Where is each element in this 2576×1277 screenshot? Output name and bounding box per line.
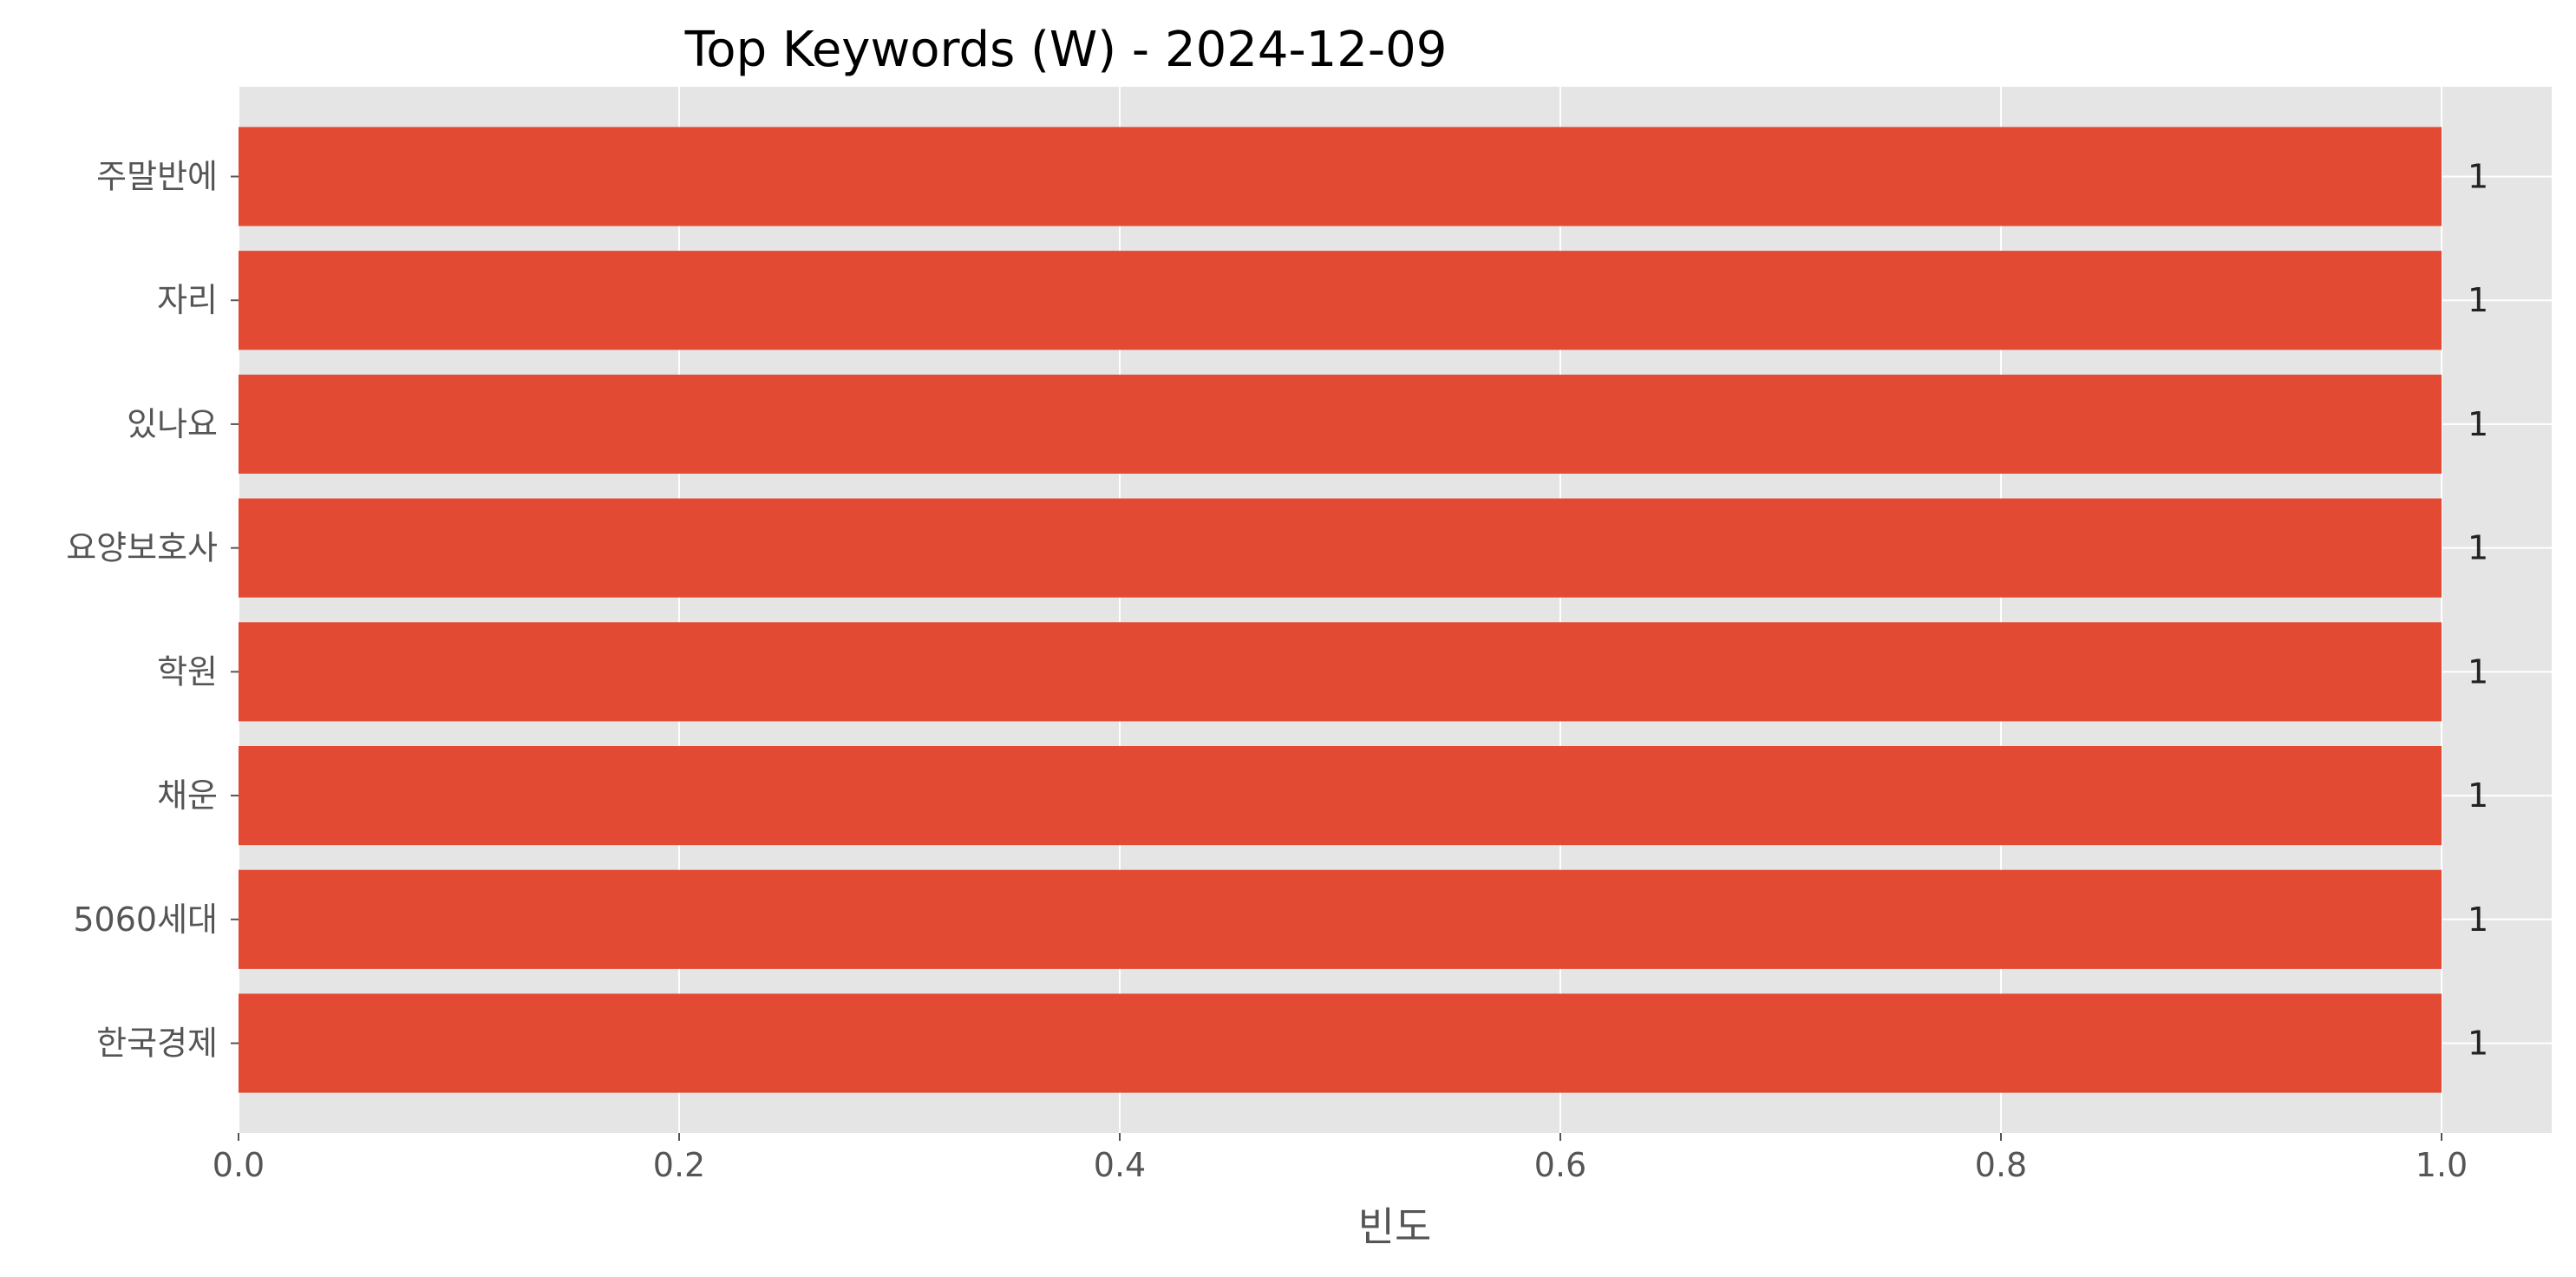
x-tick-label: 1.0 — [2416, 1146, 2468, 1184]
bar — [239, 374, 2442, 475]
x-axis-ticks: 0.0 0.2 0.4 0.6 0.8 1.0 — [212, 1133, 2468, 1184]
bar — [239, 498, 2442, 598]
data-label: 1 — [2468, 405, 2488, 443]
data-labels: 1 1 1 1 1 1 1 1 — [2468, 157, 2488, 1062]
bar — [239, 993, 2442, 1093]
y-tick-label: 자리 — [157, 281, 218, 319]
data-label: 1 — [2468, 529, 2488, 567]
x-tick-label: 0.4 — [1094, 1146, 1146, 1184]
chart-title: Top Keywords (W) - 2024-12-09 — [684, 22, 1448, 78]
y-tick-label: 학원 — [157, 652, 218, 691]
plot-area — [239, 87, 2552, 1133]
x-tick-label: 0.2 — [653, 1146, 705, 1184]
data-label: 1 — [2468, 652, 2488, 691]
y-tick-label: 한국경제 — [96, 1025, 218, 1063]
y-tick-label: 5060세대 — [73, 900, 218, 939]
bar — [239, 622, 2442, 722]
x-axis-label: 빈도 — [1358, 1203, 1432, 1250]
data-label: 1 — [2468, 776, 2488, 815]
bar — [239, 251, 2442, 350]
bar — [239, 127, 2442, 226]
data-label: 1 — [2468, 281, 2488, 319]
x-tick-label: 0.6 — [1534, 1146, 1586, 1184]
y-tick-label: 채운 — [157, 776, 218, 815]
bar — [239, 745, 2442, 846]
data-label: 1 — [2468, 1025, 2488, 1063]
bar — [239, 869, 2442, 969]
x-tick-label: 0.0 — [212, 1146, 265, 1184]
bars — [239, 127, 2442, 1093]
data-label: 1 — [2468, 157, 2488, 195]
x-tick-label: 0.8 — [1975, 1146, 2027, 1184]
y-tick-label: 주말반에 — [96, 157, 218, 195]
y-tick-label: 요양보호사 — [66, 529, 218, 567]
y-tick-label: 있나요 — [127, 405, 218, 443]
data-label: 1 — [2468, 900, 2488, 939]
